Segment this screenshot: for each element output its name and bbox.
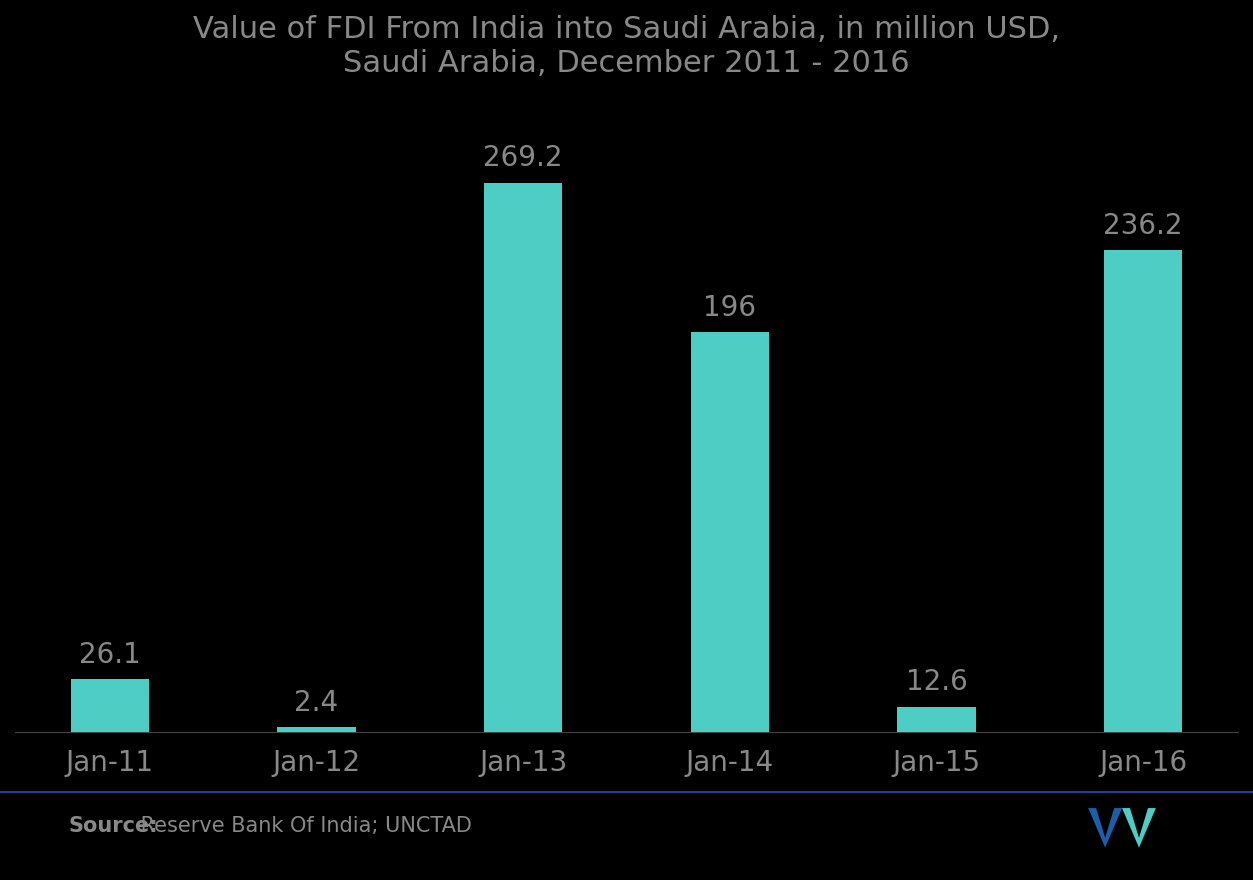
Text: Reserve Bank Of India; UNCTAD: Reserve Bank Of India; UNCTAD [134,816,472,836]
Text: 269.2: 269.2 [484,144,563,172]
Text: 2.4: 2.4 [294,689,338,717]
Text: 196: 196 [703,294,757,322]
Polygon shape [1123,808,1157,847]
Text: 236.2: 236.2 [1104,212,1183,240]
Text: 12.6: 12.6 [906,669,967,696]
Bar [277,728,356,732]
Bar [897,707,976,732]
Title: Value of FDI From India into Saudi Arabia, in million USD,
Saudi Arabia, Decembe: Value of FDI From India into Saudi Arabi… [193,15,1060,77]
Bar [690,332,769,732]
Text: Source:: Source: [69,816,159,836]
Bar [1104,250,1183,732]
Bar [70,679,149,732]
Polygon shape [1089,808,1123,847]
Text: 26.1: 26.1 [79,641,140,669]
Bar [484,183,563,732]
